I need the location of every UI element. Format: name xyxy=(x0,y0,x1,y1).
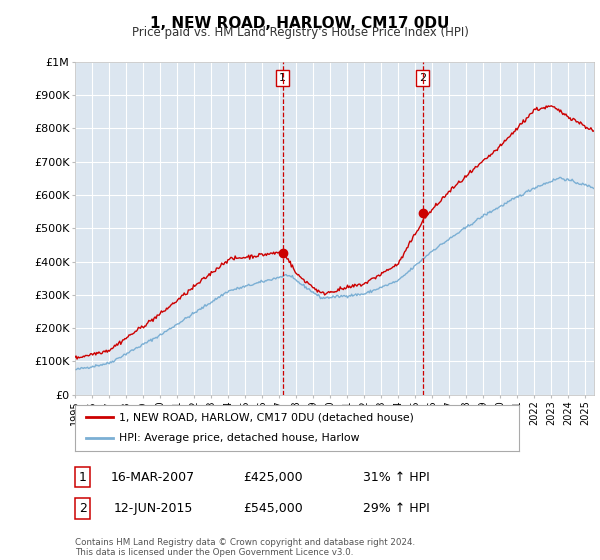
Text: £545,000: £545,000 xyxy=(243,502,303,515)
Text: HPI: Average price, detached house, Harlow: HPI: Average price, detached house, Harl… xyxy=(119,433,360,444)
Text: 16-MAR-2007: 16-MAR-2007 xyxy=(111,470,195,484)
Text: 31% ↑ HPI: 31% ↑ HPI xyxy=(362,470,430,484)
Text: Price paid vs. HM Land Registry's House Price Index (HPI): Price paid vs. HM Land Registry's House … xyxy=(131,26,469,39)
Text: 1, NEW ROAD, HARLOW, CM17 0DU (detached house): 1, NEW ROAD, HARLOW, CM17 0DU (detached … xyxy=(119,412,414,422)
Text: 2: 2 xyxy=(419,73,427,83)
Text: 1: 1 xyxy=(79,470,87,484)
Text: 12-JUN-2015: 12-JUN-2015 xyxy=(113,502,193,515)
Text: Contains HM Land Registry data © Crown copyright and database right 2024.
This d: Contains HM Land Registry data © Crown c… xyxy=(75,538,415,557)
Text: 1, NEW ROAD, HARLOW, CM17 0DU: 1, NEW ROAD, HARLOW, CM17 0DU xyxy=(151,16,449,31)
Text: 29% ↑ HPI: 29% ↑ HPI xyxy=(362,502,430,515)
Text: £425,000: £425,000 xyxy=(243,470,303,484)
Text: 2: 2 xyxy=(79,502,87,515)
Text: 1: 1 xyxy=(279,73,286,83)
